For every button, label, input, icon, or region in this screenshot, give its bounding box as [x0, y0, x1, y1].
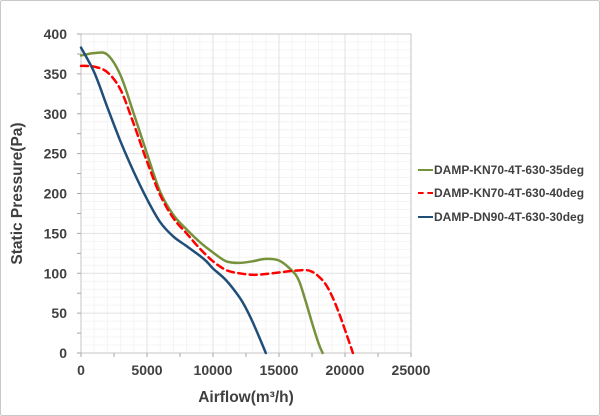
y-tick-label: 250	[44, 146, 68, 162]
legend-solid-line-swatch	[418, 215, 433, 218]
legend-item: DAMP-KN70-4T-630-40deg	[418, 182, 584, 206]
y-tick-label: 100	[44, 265, 68, 281]
legend-item: DAMP-KN70-4T-630-35deg	[418, 158, 584, 182]
legend-item: DAMP-DN90-4T-630-30deg	[418, 205, 584, 229]
y-tick-label: 350	[44, 66, 68, 82]
x-tick-label: 5000	[131, 362, 162, 378]
y-tick-label: 0	[59, 345, 67, 361]
legend-label: DAMP-KN70-4T-630-35deg	[434, 162, 585, 177]
y-tick-label: 200	[44, 186, 68, 202]
x-axis-title: Airflow(m³/h)	[198, 389, 294, 406]
y-axis-title: Static Pressure(Pa)	[9, 122, 26, 265]
y-tick-label: 50	[51, 305, 67, 321]
y-tick-label: 400	[44, 26, 68, 42]
x-tick-label: 25000	[392, 362, 431, 378]
axis-tick-marks	[77, 33, 412, 357]
curve-DAMP-DN90-4T-630-30deg	[79, 46, 268, 355]
y-tick-label: 150	[44, 225, 68, 241]
axis-tick-labels: 0 5000 10000 15000 20000 25000 0 50 100 150 200 250…	[44, 26, 431, 378]
legend: DAMP-KN70-4T-630-35deg DAMP-KN70-4T-630-…	[418, 158, 584, 229]
x-tick-label: 10000	[194, 362, 233, 378]
legend-label: DAMP-DN90-4T-630-30deg	[434, 209, 585, 224]
curve-DAMP-KN70-4T-630-35deg	[79, 51, 324, 355]
y-tick-label: 300	[44, 106, 68, 122]
legend-solid-line-swatch	[418, 168, 433, 171]
data-series	[79, 46, 355, 355]
x-tick-label: 20000	[326, 362, 365, 378]
curve-DAMP-KN70-4T-630-40deg	[79, 64, 355, 355]
legend-dashed-line-swatch	[418, 192, 433, 195]
legend-label: DAMP-KN70-4T-630-40deg	[434, 186, 585, 201]
x-tick-label: 15000	[260, 362, 299, 378]
x-tick-label: 0	[77, 362, 85, 378]
